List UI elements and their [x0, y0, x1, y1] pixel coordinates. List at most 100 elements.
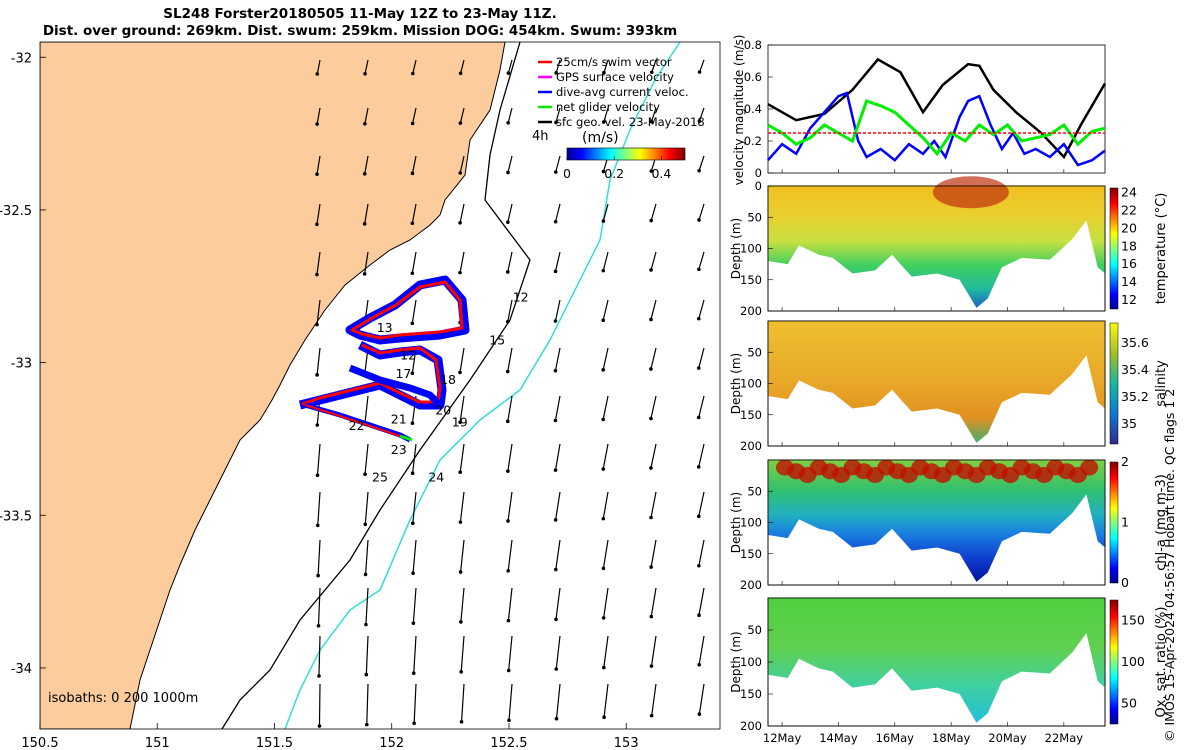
velocity-arrow [650, 539, 657, 568]
day-label: 24 [428, 470, 444, 485]
velocity-arrowhead [601, 169, 606, 174]
legend-entry: sfc geo. vel. 23-May-2018 [556, 115, 705, 129]
velocity-arrowhead [362, 272, 367, 276]
velocity-arrowhead [649, 268, 653, 272]
velocity-arrow [651, 59, 657, 73]
velocity-arrow [411, 203, 417, 224]
isobath-label: isobaths: 0 200 1000m [48, 691, 198, 706]
map-ytick-label: -32.5 [0, 204, 32, 219]
colorbar-label: (m/s) [582, 130, 619, 146]
velocity-arrow [555, 587, 561, 620]
velocity-arrow [364, 539, 369, 575]
depth-tick-label: 50 [747, 345, 762, 359]
velocity-arrow [555, 491, 561, 520]
map-ytick-label: -32 [11, 51, 32, 66]
velocity-arrowhead [458, 171, 463, 175]
velocity-arrow [698, 251, 705, 270]
velocity-arrow [460, 59, 465, 74]
colorbar-tick-label: 24 [1121, 184, 1137, 199]
velocity-arrow [650, 491, 657, 518]
velocity-arrowhead [649, 169, 654, 173]
velocity-arrow [698, 683, 705, 715]
velocity-arrow [650, 395, 657, 419]
velocity-arrow [318, 683, 321, 727]
colorbar-title: temperature (°C) [1154, 193, 1169, 305]
velocity-arrowhead [315, 272, 319, 277]
velocity-arrowhead [364, 722, 369, 727]
velocity-arrowhead [317, 724, 322, 728]
chart-subtitle: Dist. over ground: 269km. Dist. swum: 25… [42, 23, 678, 39]
velocity-arrow [650, 299, 657, 320]
colorbar-tick-label: 35.6 [1121, 335, 1149, 350]
velocity-arrowhead [601, 616, 606, 620]
velocity-arrowhead [410, 221, 415, 226]
section-field [768, 186, 1105, 308]
time-tick-label: 20May [988, 731, 1027, 745]
velocity-arrowhead [316, 573, 320, 578]
velocity-arrow [459, 251, 465, 273]
day-label: 20 [435, 403, 451, 418]
velocity-arrowhead [315, 122, 319, 126]
day-label: 12 [400, 348, 416, 363]
velocity-arrowhead [315, 222, 319, 227]
section-colorbar [1109, 187, 1119, 310]
velocity-arrow [364, 443, 369, 475]
velocity-arrowhead [601, 120, 606, 124]
velocity-arrow [459, 491, 465, 523]
velocity-arrowhead [315, 423, 320, 427]
velocity-arrowhead [649, 218, 653, 223]
velocity-arrow [555, 203, 561, 222]
velocity-arrowhead [458, 220, 462, 225]
velocity-arrowhead [553, 468, 558, 472]
velocity-arrow [602, 299, 609, 321]
velocity-ytick-label: 0.6 [744, 70, 762, 84]
depth-tick-label: 100 [740, 516, 762, 530]
time-tick-label: 18May [932, 731, 971, 745]
section-field [768, 460, 1105, 582]
velocity-arrow [412, 443, 417, 474]
velocity-arrowhead [553, 368, 558, 373]
velocity-arrow [698, 203, 705, 221]
velocity-arrowhead [696, 316, 701, 321]
velocity-arrowhead [506, 519, 510, 523]
colorbar-tick-label: 35.4 [1121, 362, 1149, 377]
velocity-arrow [555, 59, 561, 74]
velocity-arrowhead [601, 368, 605, 372]
velocity-arrow [316, 251, 321, 275]
velocity-arrowhead [601, 516, 606, 521]
velocity-arrow [317, 587, 321, 626]
legend-entry: net glider velocity [556, 100, 660, 114]
velocity-arrow [508, 635, 513, 671]
velocity-arrow [698, 59, 705, 73]
colorbar-tick-label: 50 [1121, 695, 1137, 710]
velocity-arrowhead [696, 514, 701, 519]
map-axes: 150.5 151 151.5 152 152.5 153 -32 -32.5 -33 -33.5… [0, 51, 639, 750]
velocity-arrow [555, 539, 561, 570]
glider-track [298, 275, 470, 443]
time-tick-label: 14May [819, 731, 858, 745]
map-ytick-label: -33 [11, 357, 32, 372]
colorbar-tick-label: 0 [1121, 575, 1129, 590]
velocity-ylabel: velocity magnitude (m/s) [732, 35, 746, 186]
day-labels: 12 13 15 12 17 18 20 21 22 19 23 24 25 [349, 290, 529, 485]
velocity-arrow [507, 59, 513, 74]
velocity-arrow [411, 251, 417, 274]
velocity-arrow [507, 299, 513, 322]
velocity-arrowhead [458, 71, 463, 76]
velocity-arrowhead [697, 712, 702, 716]
velocity-arrowhead [410, 121, 415, 126]
colorbar-tick-label: 18 [1121, 238, 1137, 253]
depth-axis-label: Depth (m) [729, 218, 743, 279]
map-xtick-label: 150.5 [21, 736, 58, 750]
velocity-arrowhead [315, 72, 320, 76]
map-ytick-label: -34 [11, 662, 32, 677]
depth-tick-label: 200 [740, 578, 762, 592]
day-label: 12 [513, 290, 529, 305]
velocity-arrowhead [553, 567, 558, 572]
velocity-arrowhead [411, 571, 415, 576]
velocity-arrow [603, 635, 609, 668]
depth-axis-label: Depth (m) [729, 353, 743, 414]
velocity-arrow [603, 107, 609, 123]
depth-tick-label: 150 [740, 687, 762, 701]
velocity-arrow [650, 251, 657, 271]
